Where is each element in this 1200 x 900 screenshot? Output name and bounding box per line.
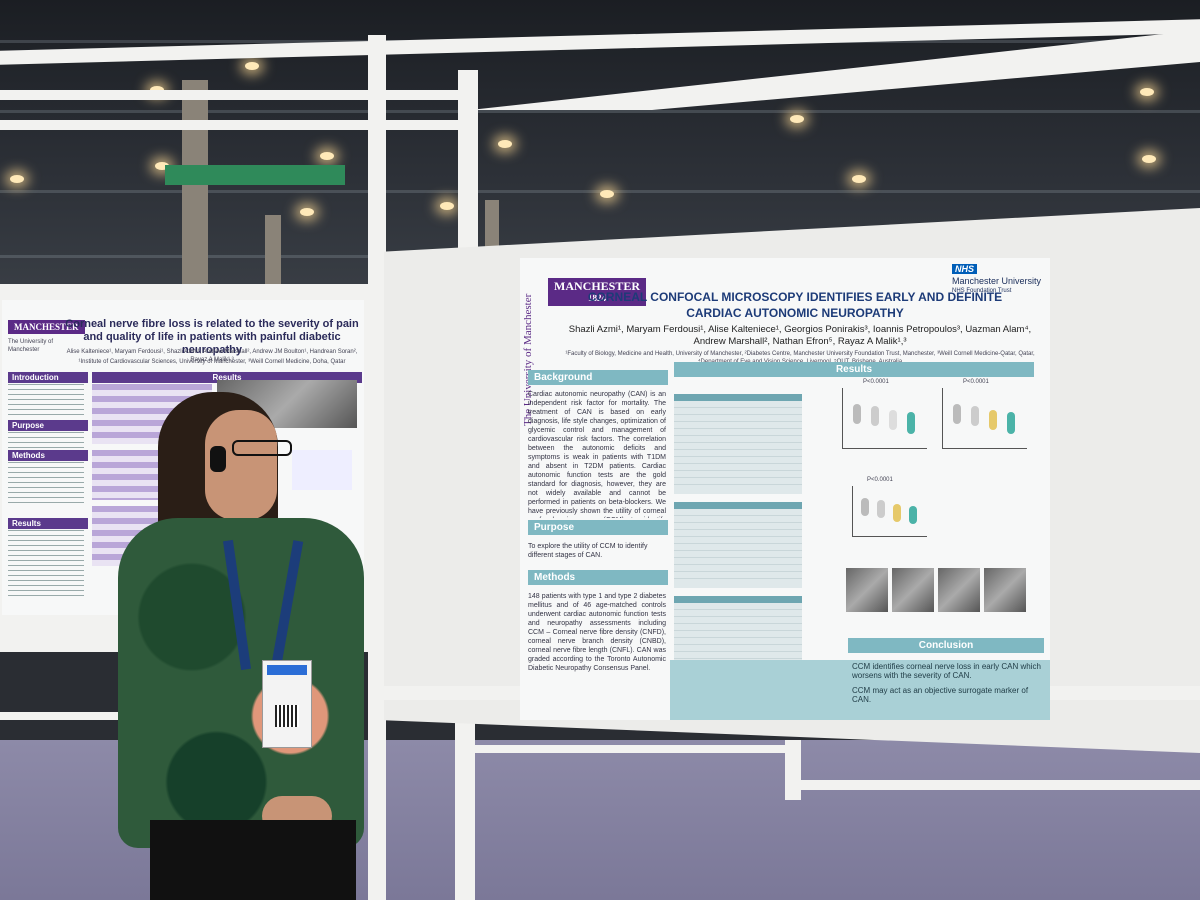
- left-poster-affiliations: ¹Institute of Cardiovascular Sciences, U…: [78, 359, 346, 365]
- left-poster-plot: [292, 450, 352, 490]
- display-post: [368, 35, 386, 900]
- manchester-logo: MANCHESTER: [8, 320, 85, 334]
- conclusion-item: CCM may act as an objective surrogate ma…: [852, 686, 1029, 704]
- ceiling-light: [300, 208, 314, 216]
- corneal-image: [938, 568, 980, 612]
- conclusion-panel: [670, 660, 1050, 720]
- section-header-purpose: Purpose: [528, 520, 668, 535]
- top-rail: [0, 120, 470, 130]
- background-text: Cardiac autonomic neuropathy (CAN) is an…: [528, 391, 666, 518]
- corneal-image: [984, 568, 1026, 612]
- section-header-methods: Methods: [528, 570, 668, 585]
- section-header-methods: Methods: [8, 450, 88, 461]
- poster-title-line1: CORNEAL CONFOCAL MICROSCOPY IDENTIFIES E…: [587, 290, 1003, 304]
- dot-plot-cnfd: P<0.0001: [842, 379, 927, 449]
- dot-plot-cnbd: P<0.0001: [942, 379, 1027, 449]
- display-post: [785, 740, 801, 800]
- left-poster-text-block: [8, 530, 84, 600]
- ceiling-light: [498, 140, 512, 148]
- display-post: [458, 70, 478, 270]
- ceiling-light: [10, 175, 24, 183]
- left-poster-logo-sub: The University of Manchester: [8, 339, 54, 353]
- section-header-background: Background: [528, 370, 668, 385]
- person-pants: [150, 820, 356, 900]
- results-table: [674, 502, 802, 588]
- dot-plot-cnfl: P<0.0001: [852, 477, 927, 537]
- ceiling-truss: [0, 110, 1200, 113]
- manchester-logo: MANCHESTER 1824: [548, 278, 647, 306]
- left-poster-authors: Alise Kalteniece¹, Maryam Ferdousi¹, Sha…: [66, 349, 358, 363]
- ceiling-light: [1140, 88, 1154, 96]
- corneal-image: [846, 568, 888, 612]
- nhs-logo: NHS: [952, 264, 978, 274]
- hall-pillar: [182, 80, 208, 290]
- section-header-results-main: Results: [92, 372, 362, 383]
- methods-text: 148 patients with type 1 and type 2 diab…: [528, 593, 666, 672]
- name-badge: [262, 660, 312, 748]
- section-header-conclusion: Conclusion: [848, 638, 1044, 653]
- hall-pillar: [265, 215, 281, 285]
- nhs-org-sub: NHS Foundation Trust: [952, 288, 1012, 294]
- conclusion-item: CCM identifies corneal nerve loss in ear…: [852, 662, 1041, 680]
- section-header-results: Results: [674, 362, 1034, 377]
- ceiling-light: [852, 175, 866, 183]
- ceiling-light: [320, 152, 334, 160]
- left-poster-text-block: [8, 384, 84, 418]
- hall-pillar: [485, 200, 499, 250]
- person-shirt: [118, 518, 364, 848]
- poster-authors: Shazli Azmi¹, Maryam Ferdousi¹, Alise Ka…: [568, 324, 1032, 347]
- results-table: [674, 394, 802, 494]
- ceiling-light: [600, 190, 614, 198]
- section-header-purpose: Purpose: [8, 420, 88, 431]
- left-poster-text-block: [8, 432, 84, 448]
- left-poster-text-block: [8, 462, 84, 506]
- left-poster-title: Corneal nerve fibre loss is related to t…: [65, 318, 359, 356]
- ceiling-light: [155, 162, 169, 170]
- ceiling-light: [1142, 155, 1156, 163]
- section-header-results: Results: [8, 518, 88, 529]
- purpose-text: To explore the utility of CCM to identif…: [528, 543, 648, 559]
- nhs-org-name: Manchester University: [952, 276, 1042, 286]
- ceiling-light: [245, 62, 259, 70]
- display-post: [455, 700, 475, 900]
- bottom-rail: [470, 745, 790, 753]
- glasses-icon: [232, 440, 292, 456]
- headphones-icon: [210, 446, 226, 472]
- section-header-introduction: Introduction: [8, 372, 88, 383]
- corneal-image: [892, 568, 934, 612]
- bottom-rail: [0, 712, 150, 720]
- ceiling-light: [790, 115, 804, 123]
- hall-sign: [165, 165, 345, 185]
- top-rail: [0, 90, 470, 100]
- ceiling-light: [440, 202, 454, 210]
- poster-title-line2: CARDIAC AUTONOMIC NEUROPATHY: [686, 306, 904, 320]
- bottom-rail: [800, 780, 1200, 790]
- right-poster: The University of Manchester MANCHESTER …: [520, 258, 1050, 720]
